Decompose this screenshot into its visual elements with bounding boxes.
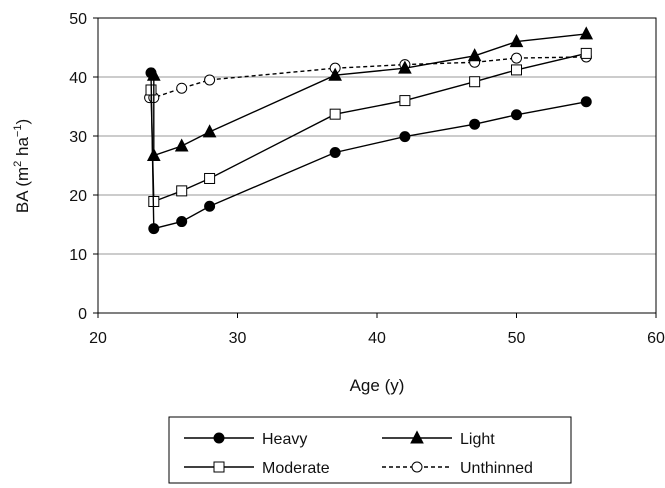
data-point (329, 147, 341, 159)
legend-label: Moderate (262, 460, 330, 477)
data-point (410, 430, 424, 444)
series-group (144, 26, 594, 235)
data-point (204, 200, 216, 212)
data-point (579, 26, 594, 40)
data-point (213, 432, 225, 444)
legend-label: Light (460, 431, 495, 448)
legend: Heavy Light Moderate Unthinned (168, 416, 572, 484)
x-tick-label: 20 (89, 330, 107, 347)
series-line (150, 52, 587, 203)
y-axis-ticks: 0 10 20 30 40 50 (69, 11, 98, 323)
data-point (399, 95, 411, 107)
data-point (580, 96, 592, 108)
data-point (176, 82, 188, 94)
data-point (329, 108, 341, 120)
data-point (213, 461, 225, 473)
y-axis-label: BA (m2 ha−1) (12, 119, 32, 213)
data-point (509, 34, 524, 48)
data-point (511, 109, 522, 121)
data-point (467, 48, 482, 62)
y-tick-label: 40 (69, 70, 87, 87)
x-tick-label: 30 (229, 330, 247, 347)
data-point (202, 124, 217, 138)
data-point (204, 172, 216, 184)
series-line (153, 33, 587, 157)
x-tick-label: 60 (647, 330, 665, 347)
x-tick-label: 40 (368, 330, 386, 347)
y-tick-label: 10 (69, 247, 87, 264)
series-heavy (145, 67, 592, 235)
data-point (204, 74, 216, 86)
legend-label: Heavy (262, 431, 307, 448)
legend-item-moderate: Moderate (184, 460, 330, 477)
data-point (411, 461, 423, 473)
x-tick-label: 50 (508, 330, 526, 347)
data-point (580, 47, 592, 59)
data-point (511, 64, 522, 76)
grid-lines (98, 76, 656, 255)
data-point (176, 185, 188, 197)
y-tick-label: 0 (78, 306, 87, 323)
legend-item-heavy: Heavy (184, 431, 307, 448)
data-point (469, 118, 481, 130)
y-tick-label: 20 (69, 188, 87, 205)
x-axis-ticks: 20 30 40 50 60 (89, 313, 665, 347)
data-point (469, 76, 481, 88)
data-point (145, 67, 157, 79)
data-point (511, 52, 522, 64)
data-point (399, 131, 411, 143)
data-point (328, 67, 342, 81)
series-line (149, 56, 587, 99)
series-light (146, 26, 594, 161)
data-point (146, 147, 161, 161)
plot-area-frame (97, 17, 657, 314)
legend-frame (168, 416, 572, 484)
y-tick-label: 30 (69, 129, 87, 146)
series-line (150, 72, 587, 230)
x-axis-label: Age (y) (350, 376, 405, 395)
y-tick-label: 50 (69, 11, 87, 28)
legend-item-unthinned: Unthinned (382, 460, 533, 477)
data-point (174, 138, 189, 152)
legend-label: Unthinned (460, 460, 533, 477)
data-point (398, 60, 412, 74)
data-point (176, 216, 188, 228)
legend-item-light: Light (382, 430, 495, 448)
data-point (148, 223, 160, 235)
